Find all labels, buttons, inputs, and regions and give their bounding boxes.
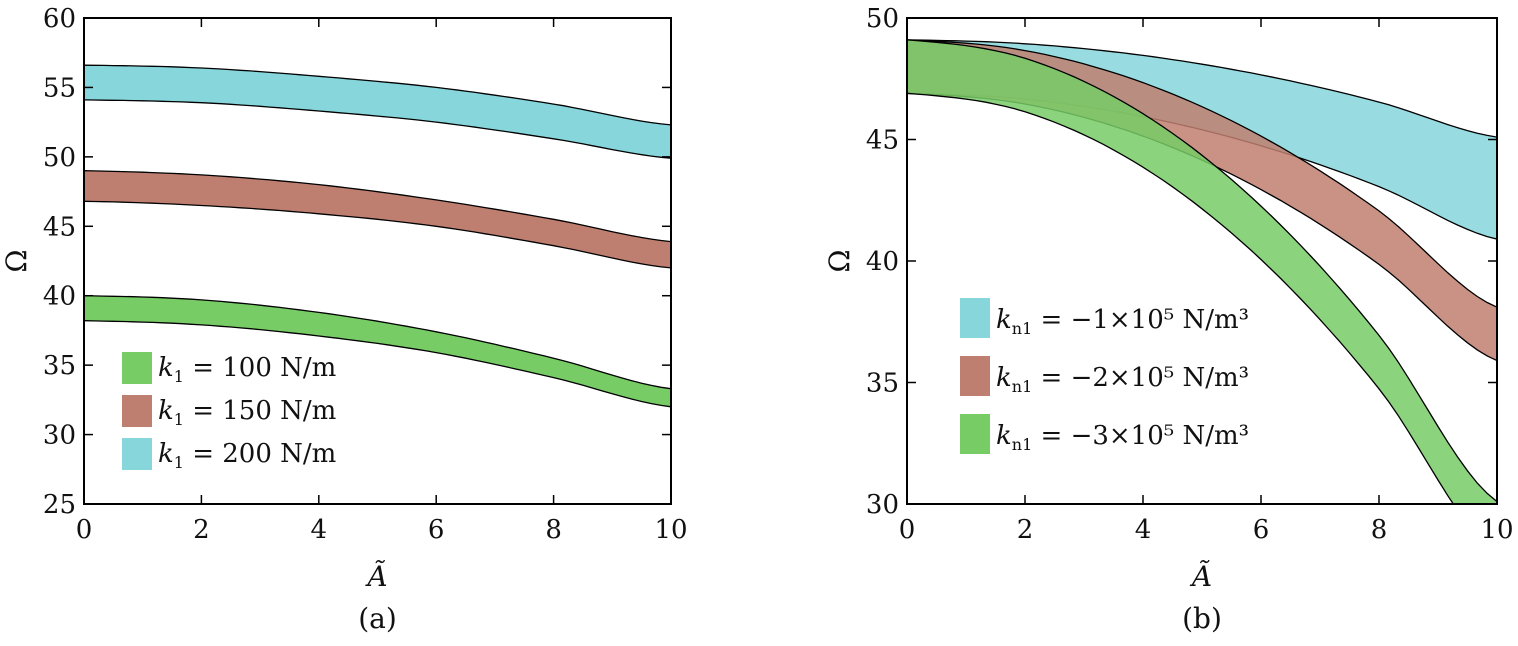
legend-label: k1 = 200 N/m <box>158 439 336 472</box>
x-tick-label: 10 <box>1480 515 1513 545</box>
legend-swatch <box>122 352 152 384</box>
y-tick-label: 45 <box>43 212 76 242</box>
band-1-upper-line <box>907 39 1497 308</box>
x-tick-label: 2 <box>1017 515 1034 545</box>
band-0 <box>84 295 671 407</box>
band-1-upper-line <box>84 170 671 243</box>
x-tick-label: 0 <box>899 515 916 545</box>
x-tick-label: 4 <box>311 515 328 545</box>
legend: k1 = 100 N/m k1 = 150 N/m k1 = 200 N/m <box>122 352 336 472</box>
y-axis-label: Ω <box>823 249 856 272</box>
y-tick-label: 50 <box>43 143 76 173</box>
x-axis-label: Ã <box>1189 560 1212 593</box>
legend-label: kn1 = −3×10⁵ N/m³ <box>996 421 1249 454</box>
bands <box>907 39 1497 504</box>
legend: kn1 = −1×10⁵ N/m³ kn1 = −2×10⁵ N/m³ kn1 = … <box>960 298 1249 454</box>
x-tick-label: 8 <box>1371 515 1388 545</box>
y-tick-label: 30 <box>43 421 76 451</box>
band-0-upper-line <box>907 39 1497 138</box>
y-tick-label: 55 <box>43 73 76 103</box>
y-tick-label: 50 <box>866 4 899 34</box>
legend-label: k1 = 150 N/m <box>158 396 336 429</box>
y-tick-label: 35 <box>43 351 76 381</box>
x-tick-label: 4 <box>1135 515 1152 545</box>
legend-swatch <box>960 414 990 454</box>
band-1-lower-line <box>84 200 671 269</box>
plot-frame <box>83 17 672 505</box>
legend-label: kn1 = −1×10⁵ N/m³ <box>996 305 1249 338</box>
x-tick-label: 0 <box>76 515 93 545</box>
x-tick-label: 6 <box>1253 515 1270 545</box>
band-2-upper-line <box>84 64 671 126</box>
y-tick-label: 35 <box>866 369 899 399</box>
band-2-lower-line <box>84 99 671 159</box>
y-tick-label: 30 <box>866 490 899 520</box>
legend-swatch <box>960 298 990 338</box>
y-tick-label: 25 <box>43 490 76 520</box>
band-0-upper-line <box>84 295 671 390</box>
legend-swatch <box>960 356 990 396</box>
legend-swatch <box>122 438 152 470</box>
band-2 <box>907 39 1497 504</box>
y-tick-label: 40 <box>866 247 899 277</box>
band-2 <box>84 65 671 159</box>
band-0-lower-line <box>84 320 671 408</box>
y-axis-label: Ω <box>0 249 33 272</box>
panel-caption: (b) <box>1182 602 1222 635</box>
legend-swatch <box>122 395 152 427</box>
y-tick-label: 45 <box>866 126 899 156</box>
legend-label: kn1 = −2×10⁵ N/m³ <box>996 363 1249 396</box>
x-tick-label: 2 <box>193 515 210 545</box>
y-tick-label: 40 <box>43 282 76 312</box>
x-tick-label: 10 <box>654 515 687 545</box>
x-axis-label: Ã <box>364 560 387 593</box>
legend-label: k1 = 100 N/m <box>158 353 336 386</box>
x-tick-label: 8 <box>545 515 562 545</box>
y-tick-label: 60 <box>43 4 76 34</box>
band-2-upper-line <box>907 39 1497 503</box>
panel-caption: (a) <box>358 602 397 635</box>
band-2-lower-line <box>907 92 1455 504</box>
chart-panel-a: 0 2 4 6 8 10 25 30 35 40 45 50 55 60 Ã Ω (a) k1 = 100 N/m… <box>0 4 688 635</box>
bands <box>84 64 671 408</box>
x-tick-label: 6 <box>428 515 445 545</box>
